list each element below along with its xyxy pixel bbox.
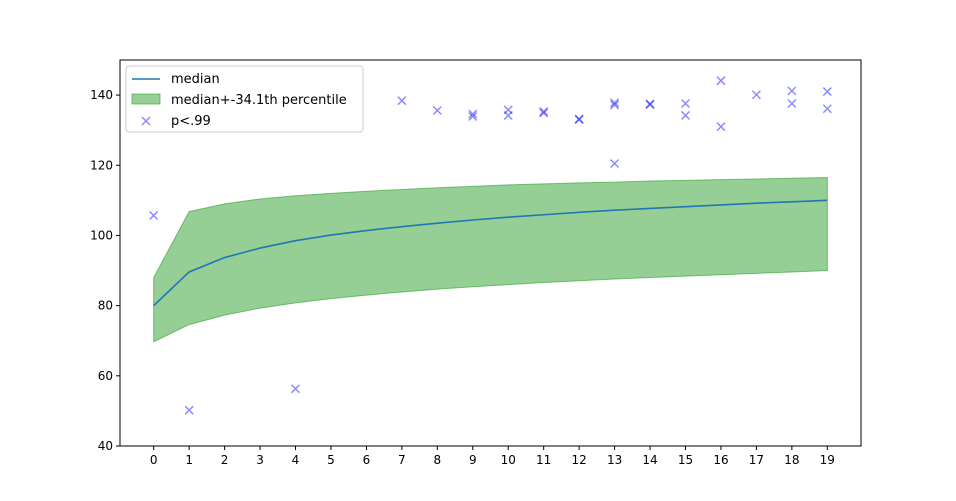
x-tick-label: 19 <box>820 453 835 467</box>
median-line <box>153 199 828 307</box>
scatter-point <box>787 86 797 96</box>
x-tick-label: 5 <box>327 453 335 467</box>
x-tick-label: 0 <box>150 453 158 467</box>
x-tick-label: 7 <box>398 453 406 467</box>
scatter-point <box>503 105 513 115</box>
scatter-point <box>432 106 442 116</box>
x-tick-label: 3 <box>256 453 264 467</box>
x-tick-label: 8 <box>433 453 441 467</box>
x-tick-label: 14 <box>642 453 657 467</box>
axes-frame <box>119 59 862 447</box>
scatter-point <box>822 87 832 97</box>
scatter-point <box>716 122 726 132</box>
percentile-band <box>153 177 828 343</box>
scatter-point <box>645 99 655 109</box>
x-tick-label: 2 <box>221 453 229 467</box>
y-axis: 40 60 80 100 120 140 <box>90 88 120 453</box>
scatter-point <box>680 98 691 109</box>
scatter-point <box>539 107 549 117</box>
scatter-point <box>468 109 478 119</box>
x-tick-label: 13 <box>607 453 622 467</box>
legend-median-label: median <box>171 72 220 87</box>
scatter-point <box>787 98 797 109</box>
y-tick-label: 100 <box>90 228 113 242</box>
y-tick-label: 120 <box>90 158 113 172</box>
scatter-point <box>290 384 301 394</box>
x-tick-label: 12 <box>571 453 586 467</box>
x-tick-label: 16 <box>713 453 728 467</box>
legend: median median+-34.1th percentile p<.99 <box>125 65 364 133</box>
y-tick-label: 40 <box>98 439 113 453</box>
plot-area <box>149 76 832 415</box>
legend-box <box>125 65 364 133</box>
legend-scatter-label: p<.99 <box>171 114 211 129</box>
scatter-point <box>680 110 691 120</box>
x-tick-label: 10 <box>501 453 516 467</box>
legend-scatter-swatch <box>141 116 151 126</box>
x-axis: 0 1 2 3 4 5 6 7 8 9 10 11 12 13 14 15 16 17 18 19 <box>150 446 835 467</box>
scatter-point <box>397 96 407 106</box>
y-tick-label: 60 <box>98 369 113 383</box>
x-tick-label: 9 <box>469 453 477 467</box>
x-tick-label: 11 <box>536 453 551 467</box>
scatter-point <box>149 210 159 220</box>
scatter-point <box>751 90 761 100</box>
x-tick-label: 17 <box>749 453 764 467</box>
scatter-point <box>822 104 832 114</box>
y-tick-label: 140 <box>90 88 113 102</box>
scatter-point <box>610 100 620 110</box>
scatter-point <box>574 115 584 125</box>
scatter-point <box>716 76 726 86</box>
x-tick-label: 6 <box>363 453 371 467</box>
x-tick-label: 15 <box>678 453 693 467</box>
scatter-point <box>503 110 513 120</box>
x-tick-label: 1 <box>185 453 193 467</box>
scatter-point <box>468 111 478 122</box>
legend-band-label: median+-34.1th percentile <box>171 93 347 108</box>
scatter-point <box>645 100 655 110</box>
legend-band-swatch <box>131 93 161 105</box>
y-tick-label: 80 <box>98 299 113 313</box>
x-tick-label: 18 <box>784 453 799 467</box>
scatter-point <box>610 98 620 108</box>
scatter-point <box>610 158 620 169</box>
scatter-point <box>574 114 584 124</box>
scatter-point <box>539 108 549 118</box>
scatter-point <box>184 405 194 415</box>
x-tick-label: 4 <box>292 453 300 467</box>
